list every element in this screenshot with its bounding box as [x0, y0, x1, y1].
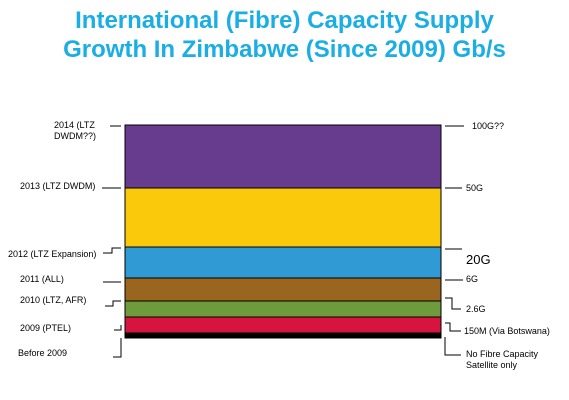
bar-segment-3: [124, 277, 442, 302]
right-leader-line-1: [445, 322, 461, 332]
right-label-3: 6G: [466, 274, 478, 284]
right-leader-line-0: [444, 337, 461, 356]
right-leader-line-2: [445, 297, 461, 310]
bar-segment-1: [124, 316, 442, 334]
chart-title-line-1: International (Fibre) Capacity Supply: [75, 7, 494, 34]
left-leader-line-1: [114, 325, 122, 331]
right-label-4: 20G: [466, 252, 491, 267]
left-label-2: 2010 (LTZ, AFR): [20, 295, 86, 305]
left-leader-line-0: [113, 338, 122, 358]
right-label-1: 150M (Via Botswana): [464, 326, 550, 336]
bar-segment-6: [124, 124, 442, 189]
left-label-0: Before 2009: [18, 348, 67, 358]
bar-segment-2: [124, 300, 442, 318]
right-label-6: 100G??: [472, 121, 504, 131]
bar-segment-5: [124, 187, 442, 248]
right-label-5: 50G: [466, 183, 483, 193]
left-label-6: 2014 (LTZ DWDM??): [54, 120, 96, 141]
left-leader-line-4: [103, 247, 121, 254]
bar-segment-0: [124, 332, 442, 339]
bar-segment-4: [124, 246, 442, 279]
left-leader-line-2: [105, 300, 121, 307]
left-label-4: 2012 (LTZ Expansion): [8, 249, 96, 259]
right-label-2: 2.6G: [466, 304, 486, 314]
chart-title: International (Fibre) Capacity Supply Gr…: [0, 6, 569, 64]
left-label-1: 2009 (PTEL): [20, 323, 71, 333]
chart-title-line-2: Growth In Zimbabwe (Since 2009) Gb/s: [63, 36, 506, 63]
left-label-5: 2013 (LTZ DWDM): [20, 181, 95, 191]
right-label-0: No Fibre Capacity Satellite only: [466, 349, 539, 370]
left-label-3: 2011 (ALL): [20, 274, 64, 284]
